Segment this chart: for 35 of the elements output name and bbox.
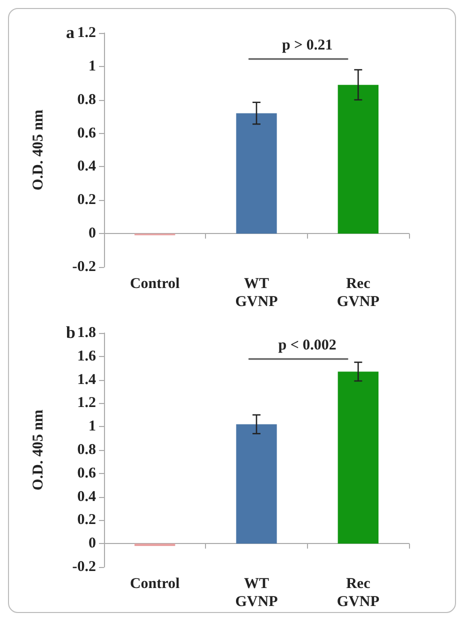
y-tick-label: -0.2	[72, 559, 96, 575]
bar	[338, 372, 378, 544]
annotation: p < 0.002	[278, 338, 336, 354]
y-axis-title: O.D. 405 nm	[30, 109, 46, 190]
y-tick-label: 1	[88, 418, 96, 435]
y-tick-label: 0.8	[77, 442, 96, 458]
x-tick-label: Rec GVNP	[336, 576, 380, 610]
x-tick-label: WT GVNP	[235, 576, 278, 610]
y-tick-label: 0.4	[77, 158, 96, 175]
y-tick-label: 0.2	[77, 192, 96, 208]
x-tick-label: Rec GVNP	[336, 276, 380, 310]
y-tick-label: 1.6	[77, 348, 96, 364]
y-tick-label: 0	[88, 226, 96, 242]
y-tick-label: 0	[88, 536, 96, 552]
y-tick-label: 0.6	[77, 465, 96, 482]
x-tick-label: Control	[130, 276, 180, 292]
y-tick-label: 1.2	[77, 395, 96, 412]
y-tick-label: 0.8	[77, 92, 96, 108]
x-tick-label: WT GVNP	[235, 276, 278, 310]
bar	[236, 113, 277, 234]
annotation: p > 0.21	[282, 38, 333, 54]
y-tick-label: 1.4	[77, 372, 96, 388]
y-tick-label: 1.2	[77, 25, 96, 41]
bar	[338, 84, 378, 234]
y-tick-label: 1	[88, 58, 96, 74]
y-tick-label: 0.6	[77, 125, 96, 142]
y-axis-title: O.D. 405 nm	[30, 409, 46, 490]
chart-title: b	[66, 323, 76, 342]
y-tick-label: 0.4	[77, 488, 96, 505]
chart-title: a	[66, 23, 75, 42]
y-tick-label: -0.2	[72, 259, 96, 275]
x-tick-label: Control	[130, 576, 180, 592]
y-tick-label: 0.2	[77, 512, 96, 528]
bar	[236, 424, 277, 544]
y-tick-label: 1.8	[77, 325, 96, 341]
